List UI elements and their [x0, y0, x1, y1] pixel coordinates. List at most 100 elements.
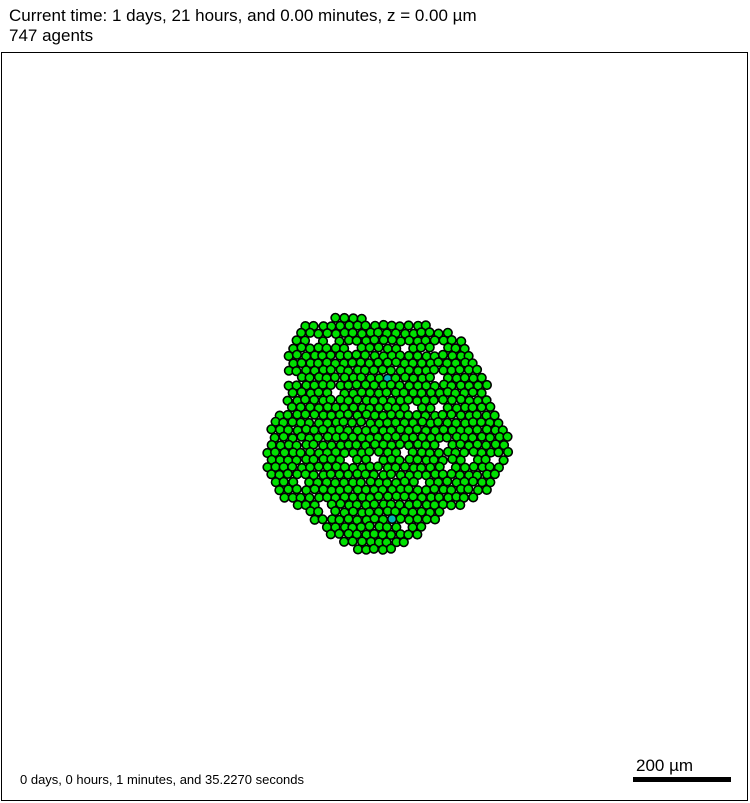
agent-cell: [429, 514, 441, 525]
agent-cell: [386, 409, 397, 420]
agent-cell: [308, 470, 319, 481]
agent-cell: [295, 447, 306, 459]
agent-cell: [399, 491, 410, 502]
agent-cell: [283, 484, 294, 495]
agent-cell: [356, 372, 367, 383]
agent-cell: [325, 364, 336, 375]
agent-cell: [282, 468, 293, 480]
agent-cell: [291, 366, 302, 377]
agent-cell: [403, 394, 414, 405]
agent-cell: [412, 454, 423, 465]
agent-cell: [437, 349, 449, 361]
agent-cell: [305, 327, 316, 338]
agent-cell: [472, 424, 483, 435]
agent-cell: [352, 454, 363, 465]
agent-cell: [330, 312, 341, 323]
agent-cell: [330, 506, 341, 517]
agent-cell: [329, 372, 341, 383]
agent-cell: [338, 431, 350, 442]
agent-cell: [368, 543, 380, 554]
simulation-view: 0 days, 0 hours, 1 minutes, and 35.2270 …: [1, 52, 748, 801]
agent-cell: [373, 446, 385, 457]
agent-cell: [471, 364, 483, 375]
agent-cell: [468, 461, 479, 472]
agent-cell: [291, 349, 303, 360]
agent-cell: [408, 476, 419, 488]
agent-cell: [454, 364, 465, 375]
agent-cell: [498, 455, 509, 466]
agent-cell: [412, 498, 423, 510]
agent-cell: [415, 342, 427, 353]
agent-cell: [291, 484, 302, 495]
agent-cell: [343, 513, 354, 525]
agent-cell: [325, 529, 336, 540]
agent-cell: [309, 409, 320, 420]
agent-cell: [322, 402, 333, 413]
agent-cell: [385, 469, 397, 480]
agent-cell: [313, 461, 324, 472]
scale-bar-label: 200 µm: [636, 756, 694, 775]
agent-cell: [400, 372, 411, 383]
agent-cell: [438, 394, 449, 405]
agent-cell: [441, 432, 453, 443]
agent-cell: [467, 387, 479, 398]
agent-cell: [296, 431, 307, 442]
agent-cell: [334, 469, 345, 480]
agent-cell: [339, 536, 350, 547]
agent-cell: [300, 409, 311, 420]
agent-cell: [502, 446, 514, 458]
agent-cell: [390, 462, 401, 473]
agent-cell: [360, 350, 371, 361]
agent-cell: [347, 536, 358, 547]
agent-cell: [447, 453, 458, 465]
agent-cell: [429, 439, 440, 451]
agent-cell: [403, 320, 414, 331]
agent-cell: [489, 469, 500, 480]
agent-cell: [425, 462, 436, 473]
agent-cell: [395, 513, 406, 524]
agent-cell: [334, 528, 345, 539]
agent-cell: [372, 461, 384, 472]
agent-cell: [266, 424, 277, 435]
agent-count-label: 747 agents: [9, 26, 94, 45]
cell-cluster: [262, 312, 514, 555]
agent-cell: [278, 476, 289, 488]
agent-cell: [377, 544, 389, 555]
agent-cell: [387, 513, 398, 525]
agent-cell: [313, 432, 324, 443]
agent-cell: [446, 500, 457, 511]
agent-cell: [347, 417, 358, 428]
agent-cell: [463, 484, 474, 495]
agent-cell: [391, 357, 402, 368]
agent-cell: [416, 327, 427, 338]
agent-cell: [446, 409, 457, 420]
agent-cell: [365, 476, 376, 487]
agent-cell: [455, 499, 466, 511]
agent-cell: [425, 403, 436, 414]
agent-cell: [424, 327, 435, 338]
agent-cell: [317, 514, 328, 525]
agent-cell: [424, 342, 435, 353]
agent-cell: [352, 544, 364, 555]
agent-cell: [493, 447, 504, 458]
agent-cell: [287, 416, 298, 428]
agent-cell: [279, 492, 290, 503]
agent-cell: [369, 499, 380, 510]
current-time-label: Current time: 1 days, 21 hours, and 0.00…: [9, 6, 477, 25]
agent-cell: [364, 521, 375, 532]
agent-cell: [378, 319, 389, 331]
agent-cell: [351, 335, 362, 346]
agent-cell: [387, 334, 398, 346]
agent-cell: [352, 468, 363, 480]
agent-cell: [278, 431, 289, 442]
agent-cell: [411, 424, 423, 435]
agent-cell: [351, 379, 362, 390]
agent-cell: [283, 424, 294, 436]
agent-cell: [442, 476, 453, 487]
agent-cell: [416, 521, 427, 532]
agent-cell: [468, 492, 479, 503]
header: Current time: 1 days, 21 hours, and 0.00…: [9, 6, 477, 46]
agent-cell: [434, 506, 445, 517]
agent-cell: [394, 439, 406, 450]
agent-cell: [325, 469, 337, 480]
